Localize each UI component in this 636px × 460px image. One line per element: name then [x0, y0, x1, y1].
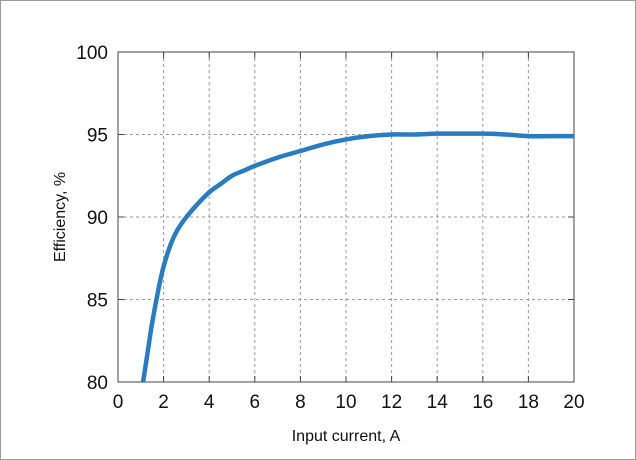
x-tick-label: 12	[381, 392, 402, 413]
x-tick-label: 6	[250, 392, 261, 413]
y-tick-label: 85	[87, 291, 108, 312]
y-tick-label: 90	[87, 208, 108, 229]
x-tick-label: 18	[518, 392, 539, 413]
x-tick-label: 20	[563, 392, 584, 413]
x-tick-label: 10	[335, 392, 356, 413]
x-tick-label: 16	[472, 392, 493, 413]
x-tick-label: 14	[427, 392, 449, 413]
x-tick-label: 0	[113, 392, 124, 413]
x-tick-label: 4	[204, 392, 215, 413]
y-tick-label: 80	[87, 373, 108, 394]
y-tick-label: 95	[87, 126, 108, 147]
tick-labels: 0 2 4 6 8 10 12 14 16 18 20 80 85 90 95 100	[76, 43, 584, 413]
series-layer	[140, 131, 574, 383]
efficiency-series-line	[140, 131, 574, 383]
x-tick-label: 8	[295, 392, 306, 413]
y-tick-label: 100	[76, 43, 108, 64]
x-tick-label: 2	[158, 392, 169, 413]
x-axis-label: Input current, A	[292, 428, 401, 445]
tick-marks	[117, 51, 575, 383]
y-axis-label: Efficiency, %	[52, 172, 69, 262]
